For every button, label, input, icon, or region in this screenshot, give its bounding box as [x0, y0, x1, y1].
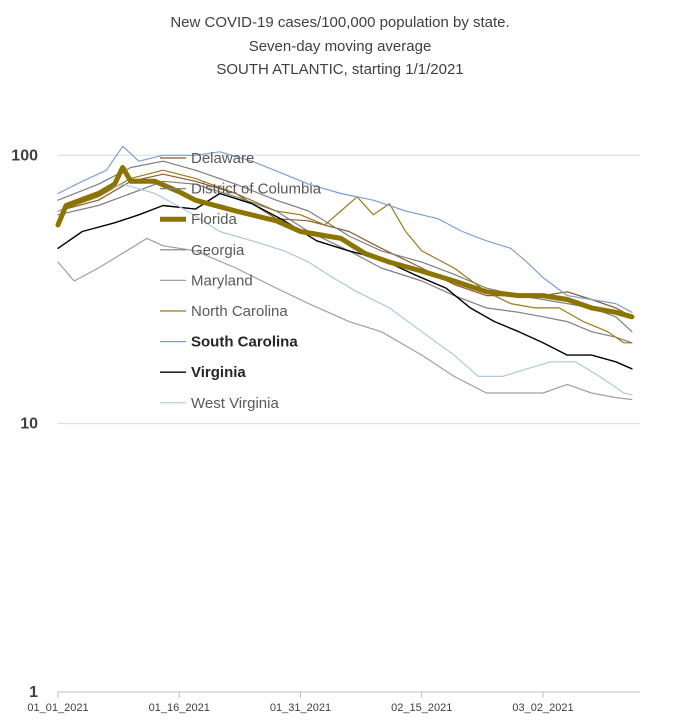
series-line-south-carolina — [57, 145, 633, 313]
legend-label-delaware: Delaware — [191, 150, 254, 167]
x-tick-label: 01_31_2021 — [270, 702, 331, 714]
x-tick-label: 01_01_2021 — [27, 702, 88, 714]
series-line-georgia — [57, 180, 633, 344]
x-tick-label: 02_15_2021 — [391, 702, 452, 714]
series-line-delaware — [57, 173, 633, 318]
x-axis: 01_01_2021 01_16_2021 01_31_2021 02_15_2021… — [27, 691, 640, 714]
x-tick-label: 01_16_2021 — [149, 702, 210, 714]
y-tick-label: 100 — [11, 147, 38, 164]
legend-label-virginia: Virginia — [191, 364, 246, 381]
title-line-2: Seven-day moving average — [249, 38, 432, 55]
x-tick-label: 03_02_2021 — [512, 702, 573, 714]
legend-label-florida: Florida — [191, 211, 238, 228]
legend-label-west-virginia: West Virginia — [191, 395, 279, 412]
series-lines — [55, 145, 635, 401]
y-tick-label: 1 — [29, 684, 38, 701]
chart-title: New COVID-19 cases/100,000 population by… — [170, 14, 509, 78]
series-line-florida — [55, 165, 635, 320]
series-line-virginia — [57, 192, 633, 370]
series-line-maryland — [57, 237, 633, 401]
legend-label-north-carolina: North Carolina — [191, 303, 288, 320]
y-tick-label: 10 — [20, 416, 38, 433]
series-line-district-of-columbia — [57, 160, 633, 333]
title-line-1: New COVID-19 cases/100,000 population by… — [170, 14, 509, 31]
legend-label-georgia: Georgia — [191, 242, 245, 259]
legend-label-district-of-columbia: District of Columbia — [191, 181, 322, 198]
series-line-west-virginia — [57, 183, 633, 396]
y-axis: 1 10 100 — [11, 147, 38, 701]
legend-label-south-carolina: South Carolina — [191, 334, 298, 351]
series-line-north-carolina — [57, 169, 633, 344]
legend: Delaware District of Columbia Florida Georg… — [160, 150, 322, 412]
title-line-3: SOUTH ATLANTIC, starting 1/1/2021 — [216, 61, 463, 78]
legend-label-maryland: Maryland — [191, 272, 253, 289]
